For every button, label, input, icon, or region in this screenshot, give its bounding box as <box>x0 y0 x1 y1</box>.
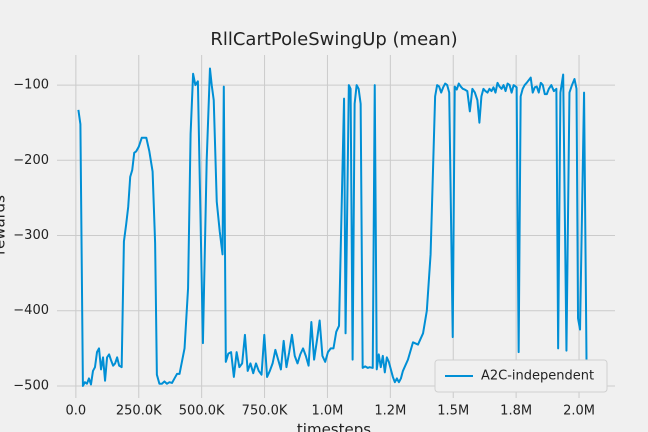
y-tick-label: −300 <box>13 228 49 243</box>
y-axis-label: rewards <box>0 195 9 255</box>
x-tick-label: 1.0M <box>312 404 344 419</box>
x-tick-label: 750.0K <box>242 404 288 419</box>
y-tick-label: −400 <box>13 303 49 318</box>
y-tick-label: −100 <box>13 78 49 93</box>
x-tick-label: 1.5M <box>437 404 469 419</box>
x-tick-label: 250.0K <box>116 404 162 419</box>
x-axis-label: timesteps <box>297 421 371 432</box>
x-tick-label: 1.2M <box>374 404 406 419</box>
x-tick-label: 1.8M <box>500 404 532 419</box>
x-tick-label: 2.0M <box>563 404 595 419</box>
y-tick-label: −200 <box>13 153 49 168</box>
x-tick-label: 0.0 <box>66 404 87 419</box>
x-tick-label: 500.0K <box>179 404 225 419</box>
legend-label: A2C-independent <box>481 369 594 384</box>
chart-title: RllCartPoleSwingUp (mean) <box>210 29 457 50</box>
y-tick-label: −500 <box>13 378 49 393</box>
legend-box <box>434 359 608 393</box>
data-line <box>77 67 590 387</box>
